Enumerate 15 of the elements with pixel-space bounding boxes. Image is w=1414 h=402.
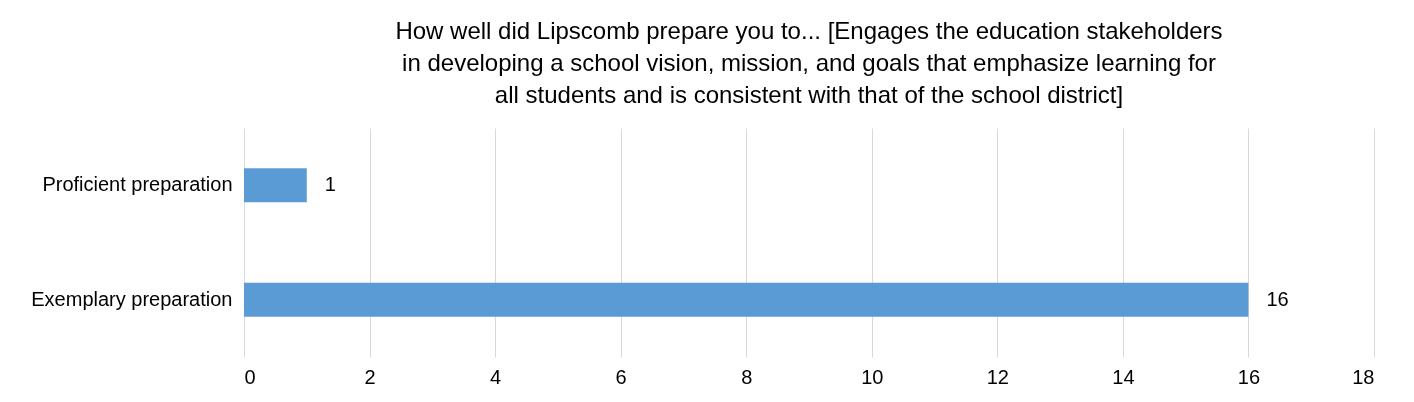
y-tick-label: Exemplary preparation (31, 287, 233, 310)
x-tick-label: 8 (741, 365, 753, 388)
x-tick-label: 6 (615, 365, 627, 388)
x-tick-label: 10 (861, 365, 884, 388)
chart-title: How well did Lipscomb prepare you to... [Engages the education stakeholders in developing a school vision, mission, and goals that emphasize learning for all students and is consistent with that of the school district] (395, 17, 1223, 108)
data-label: 16 (1266, 287, 1289, 310)
x-tick-label: 16 (1237, 365, 1261, 388)
x-tick-label: 4 (490, 365, 502, 388)
x-tick-label: 12 (986, 365, 1009, 388)
x-tick-label: 0 (244, 365, 256, 388)
x-tick-label: 18 (1352, 365, 1375, 388)
data-label: 1 (324, 173, 336, 196)
x-tick-label: 2 (364, 365, 376, 388)
y-tick-label: Proficient preparation (42, 173, 233, 196)
x-tick-label: 14 (1112, 365, 1135, 388)
